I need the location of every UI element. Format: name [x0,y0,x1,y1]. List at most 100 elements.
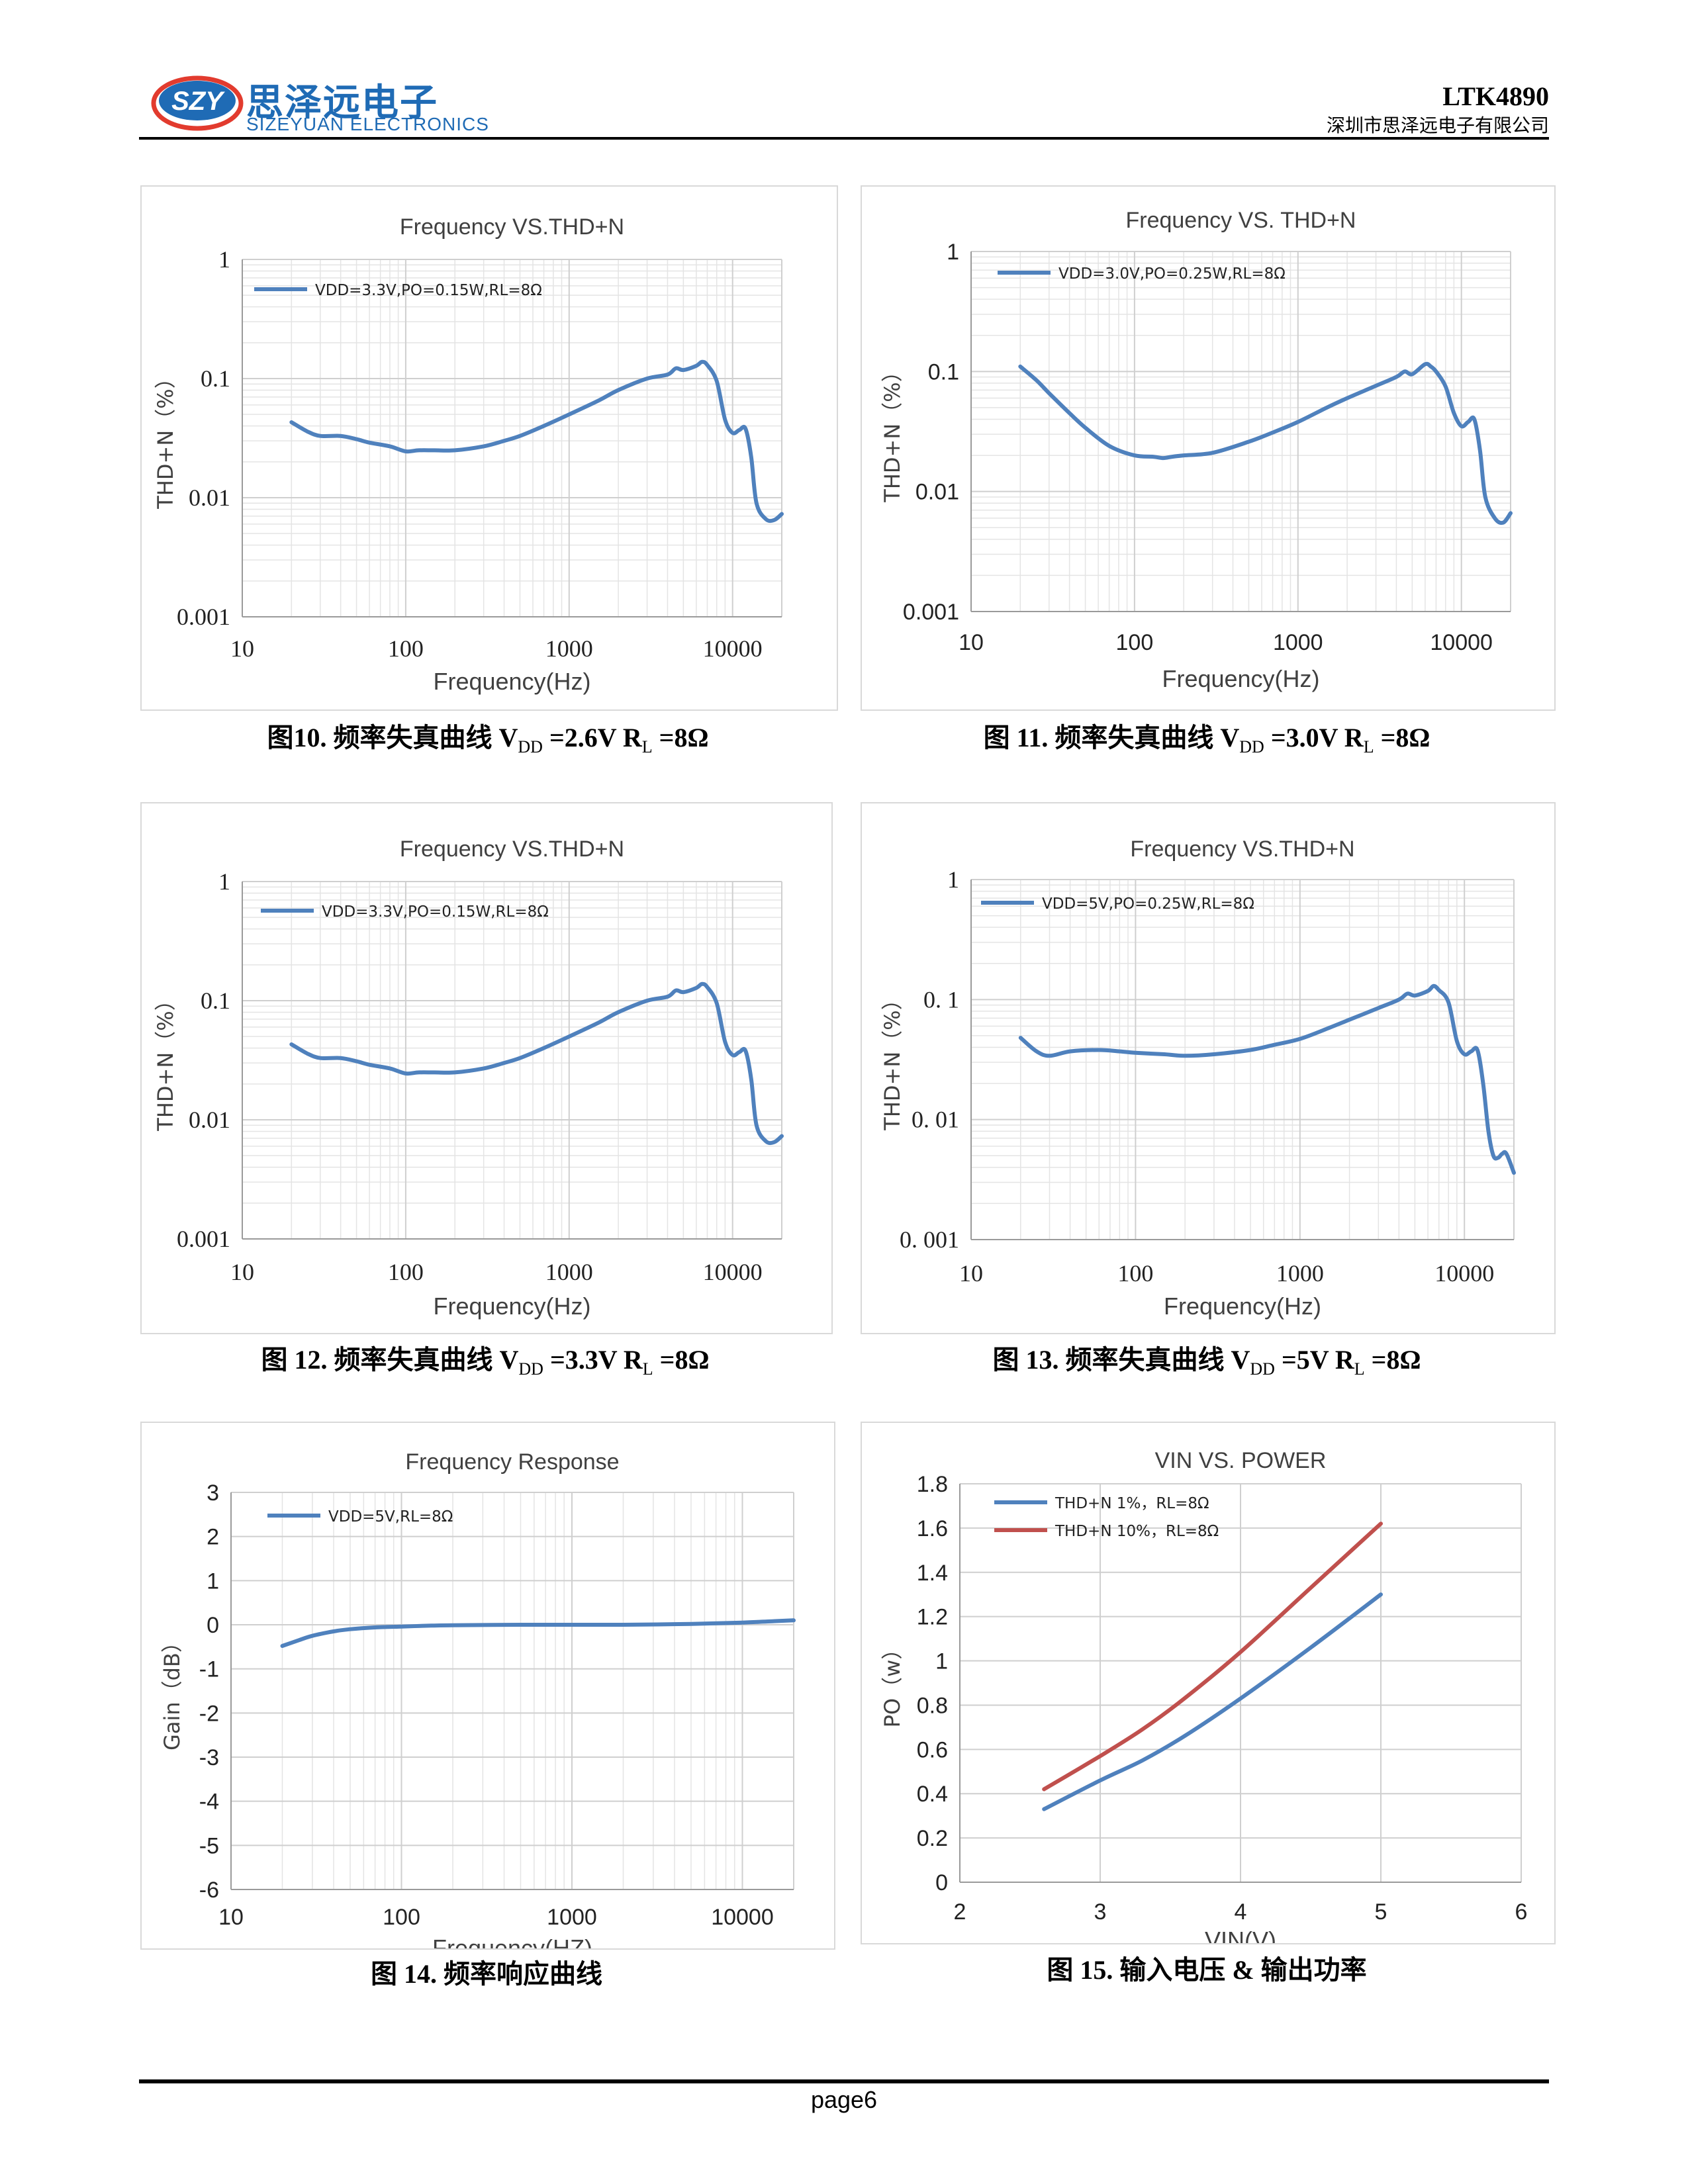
series-line-1 [280,1618,796,1648]
y-tick-label: 0.01 [189,484,230,511]
y-tick-label: 0.4 [917,1782,948,1807]
x-tick-label: 4 [1235,1899,1247,1925]
x-tick-label: 10 [959,630,984,655]
y-tick-label: 1 [935,1649,948,1674]
series-line-1 [1042,1592,1383,1811]
x-axis-label: Frequency(Hz) [1164,1293,1321,1320]
y-tick-label: 0.6 [917,1737,948,1762]
x-axis-label: Frequency(Hz) [433,1293,590,1320]
chart-panel-fig12: 10 100 1000 10000 0.001 0.01 0.1 1 Frequency VS.… [140,802,833,1334]
x-tick-label: 1000 [545,1259,593,1285]
x-tick-label: 100 [388,635,424,662]
x-axis-label: VIN(V) [1205,1927,1276,1943]
y-tick-label: 1.6 [917,1516,948,1541]
chart-title: Frequency VS.THD+N [1130,837,1354,862]
chart-title: Frequency Response [405,1449,619,1475]
y-tick-label: -6 [199,1878,219,1903]
legend-label-1: VDD=3.3V,PO=0.15W,RL=8Ω [315,282,542,299]
y-tick-label: 0.01 [189,1107,230,1133]
y-tick-label: 0 [207,1613,219,1638]
chart-title: Frequency VS.THD+N [400,214,624,240]
header-divider [139,137,1549,140]
y-tick-label: 1.2 [917,1605,948,1630]
x-tick-label: 100 [388,1259,424,1285]
footer-divider [139,2079,1549,2083]
y-tick-label: -4 [199,1790,219,1815]
chart-fig13: 10 100 1000 10000 0. 001 0. 01 0. 1 1 Frequency … [880,837,1516,1320]
y-axis-label: PO（w） [880,1639,905,1728]
caption-fig15: 图 15. 输入电压 & 输出功率 [1047,1955,1367,1985]
y-axis-label: THD+N（%） [153,367,178,509]
chart-panel-fig11: 10 100 1000 10000 0.001 0.01 0.1 1 Frequency VS.… [861,185,1556,711]
y-tick-label: 0.2 [917,1826,948,1851]
x-tick-label: 100 [1117,1260,1153,1287]
chart-fig12: 10 100 1000 10000 0.001 0.01 0.1 1 Frequency VS.… [153,837,784,1320]
y-tick-label: 1.8 [917,1472,948,1497]
y-tick-label: 1 [218,868,230,895]
y-tick-label: 1.4 [917,1561,948,1586]
x-tick-label: 1000 [1276,1260,1324,1287]
y-tick-label: -3 [199,1745,219,1770]
y-tick-label: 0.1 [201,987,230,1014]
x-tick-label: 1000 [545,635,593,662]
y-tick-label: 1 [947,240,959,265]
caption-fig11: 图 11. 频率失真曲线 VDD =3.0V RL =8Ω [983,723,1430,756]
y-tick-label: -2 [199,1701,219,1726]
y-tick-label: -5 [199,1833,219,1858]
chart-panel-fig14: 10 100 1000 10000 -6 -5 -4 -3 -2 -1 0 1 2 3 Frequency … [140,1422,835,1950]
y-axis-label: THD+N（%） [880,989,905,1130]
x-tick-label: 6 [1515,1899,1528,1925]
y-tick-label: 0.001 [903,600,959,625]
x-axis-label: Frequency(HZ) [432,1934,592,1948]
y-tick-label: 2 [207,1525,219,1550]
part-number: LTK4890 [1442,81,1549,111]
series-line-1 [289,359,784,523]
y-tick-label: 0.1 [201,365,230,392]
chart-fig11: 10 100 1000 10000 0.001 0.01 0.1 1 Frequency VS.… [880,208,1513,692]
chart-title: VIN VS. POWER [1155,1448,1327,1473]
series-line-1 [1018,983,1516,1175]
y-tick-label: 1 [207,1569,219,1594]
series-line-2 [1042,1522,1383,1792]
legend-label-2: THD+N 10%，RL=8Ω [1055,1523,1219,1540]
chart-panel-fig10: 10 100 1000 10000 0.001 0.01 0.1 1 Frequency VS.… [140,185,838,711]
y-tick-label: 0.001 [177,604,230,630]
legend-label-1: THD+N 1%，RL=8Ω [1055,1495,1209,1512]
y-tick-label: 3 [207,1480,219,1506]
y-tick-label: -1 [199,1657,219,1682]
x-tick-label: 3 [1094,1899,1107,1925]
y-tick-label: 0.001 [177,1226,230,1252]
x-tick-label: 1000 [547,1905,597,1930]
y-tick-label: 1 [218,246,230,273]
legend-label-1: VDD=5V,PO=0.25W,RL=8Ω [1042,895,1254,913]
caption-fig14: 图 14. 频率响应曲线 [371,1959,602,1989]
company-logo-icon: SZY [151,75,244,131]
x-tick-label: 100 [383,1905,420,1930]
chart-title: Frequency VS. THD+N [1125,208,1356,233]
legend-label-1: VDD=5V,RL=8Ω [328,1508,453,1525]
x-tick-label: 2 [954,1899,966,1925]
chart-fig14: 10 100 1000 10000 -6 -5 -4 -3 -2 -1 0 1 2 3 Frequency … [160,1449,796,1948]
x-tick-label: 5 [1375,1899,1387,1925]
chart-title: Frequency VS.THD+N [400,837,624,862]
y-axis-label: Gain（dB） [160,1631,185,1751]
caption-fig10: 图10. 频率失真曲线 VDD =2.6V RL =8Ω [267,723,709,756]
y-tick-label: 1 [947,866,959,893]
y-tick-label: 0.1 [928,359,959,385]
x-tick-label: 10000 [703,635,763,662]
logo-chinese-name: 思泽远电子 [246,81,438,124]
x-tick-label: 10000 [711,1905,774,1930]
logo-english-name: SIZEYUAN ELECTRONICS [246,114,489,134]
x-tick-label: 100 [1116,630,1154,655]
y-tick-label: 0. 1 [923,986,959,1013]
y-tick-label: 0.8 [917,1693,948,1718]
chart-panel-fig15: 2 3 4 5 6 0 0.2 0.4 0.6 0.8 1 1.2 1.4 1.6 1.8 VIN VS. P… [861,1422,1556,1944]
y-tick-label: 0 [935,1870,948,1895]
caption-fig13: 图 13. 频率失真曲线 VDD =5V RL =8Ω [992,1345,1421,1379]
x-tick-label: 10 [230,1259,254,1285]
y-axis-label: THD+N（%） [880,361,905,502]
legend-label-1: VDD=3.3V,PO=0.15W,RL=8Ω [322,903,549,921]
logo-mark: SZY [171,87,225,116]
x-tick-label: 10 [959,1260,983,1287]
company-name: 深圳市思泽远电子有限公司 [1326,114,1549,136]
